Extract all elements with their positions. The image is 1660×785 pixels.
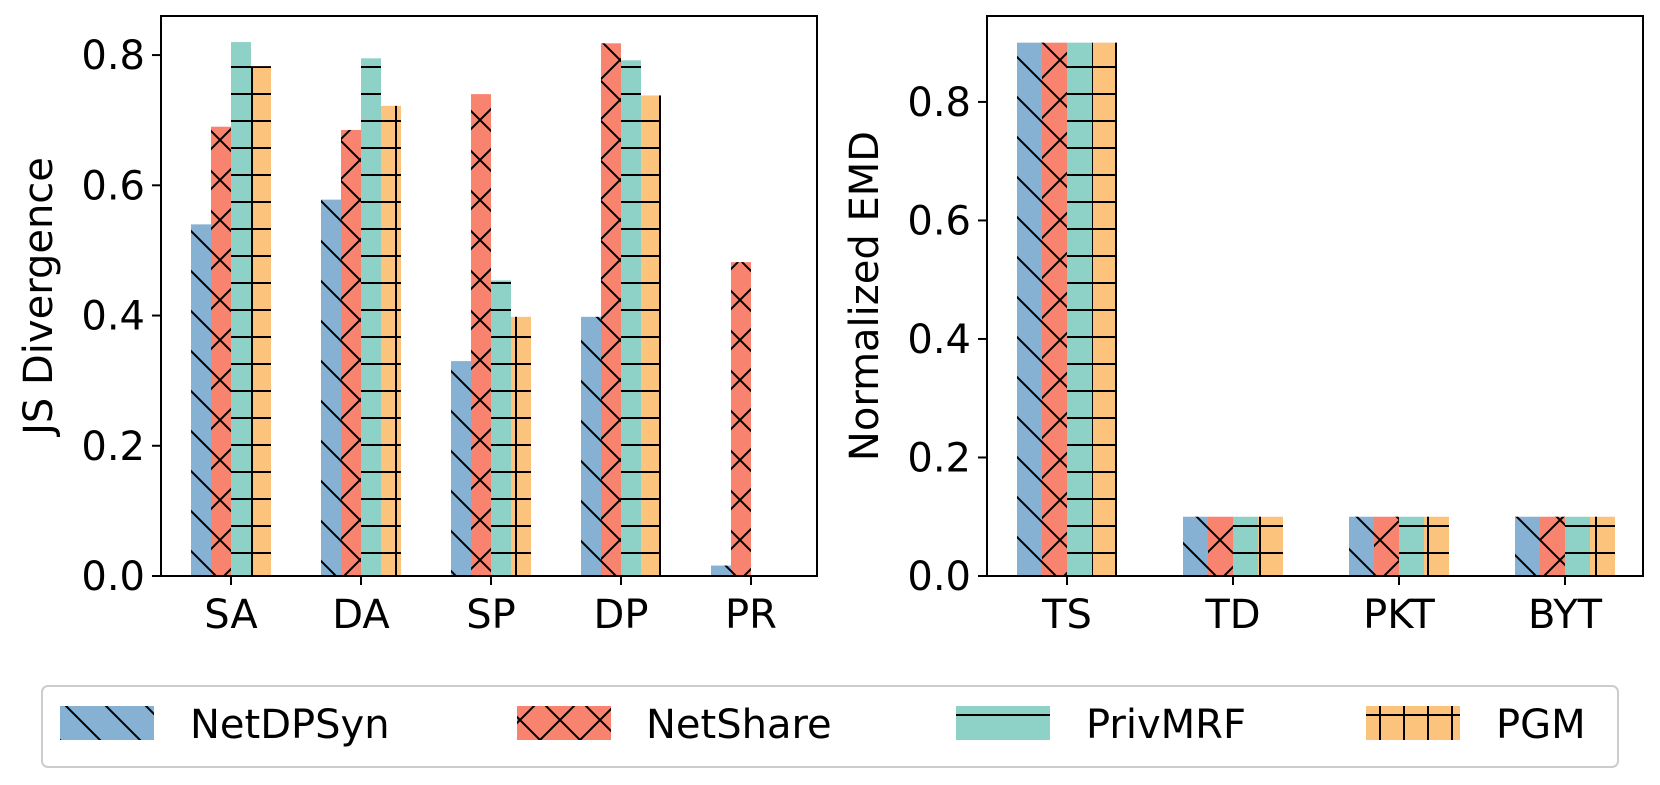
js-divergence-bar-da-netdpsyn-hatch — [321, 199, 341, 576]
normalized-emd-x-axis: TS TD PKT BYT — [1041, 576, 1603, 638]
js-divergence-y-tick-label-3: 0.6 — [81, 163, 145, 209]
js-divergence-bar-dp-privmrf-hatch — [621, 60, 641, 577]
legend: NetDPSyn NetShare PrivMRF PGM — [41, 685, 1619, 768]
normalized-emd-y-tick-label-2: 0.4 — [907, 317, 971, 363]
legend-swatch-pgm-hatch — [1366, 706, 1460, 740]
legend-swatch-netshare-hatch — [517, 706, 611, 740]
legend-frame — [41, 685, 1619, 768]
js-divergence-bar-sp-netdpsyn-hatch — [451, 361, 471, 576]
js-divergence-bar-sa-pgm-hatch — [251, 66, 271, 577]
js-divergence-y-axis-title: JS Divergence — [16, 157, 62, 438]
legend-label-netdpsyn: NetDPSyn — [190, 702, 390, 748]
normalized-emd-bar-byt-netdpsyn-hatch — [1515, 516, 1540, 576]
js-divergence-bar-da-pgm-hatch — [381, 105, 401, 576]
js-divergence-y-tick-label-4: 0.8 — [81, 33, 145, 79]
js-divergence-bar-sp-netshare-hatch — [471, 94, 491, 577]
normalized-emd-bar-pkt-pgm-hatch — [1424, 516, 1449, 576]
js-divergence-bar-pr-netdpsyn-hatch — [711, 565, 731, 576]
js-divergence-x-tick-label-sp: SP — [466, 592, 516, 638]
normalized-emd-y-tick-label-1: 0.2 — [907, 435, 971, 481]
js-divergence-y-axis: 0.0 0.2 0.4 0.6 0.8 — [81, 33, 161, 600]
normalized-emd-bar-ts-netshare-hatch — [1042, 42, 1067, 576]
normalized-emd-bar-byt-privmrf-hatch — [1565, 516, 1590, 576]
js-divergence-bar-sa-netshare-hatch — [211, 126, 231, 576]
js-divergence-x-tick-label-pr: PR — [725, 592, 777, 638]
js-divergence-x-axis: SA DA SP DP PR — [204, 576, 777, 638]
normalized-emd-x-tick-label-byt: BYT — [1528, 592, 1603, 638]
normalized-emd-bar-td-privmrf-hatch — [1233, 516, 1258, 576]
js-divergence-bar-sp-privmrf-hatch — [491, 280, 511, 576]
js-divergence-bar-sa-privmrf-hatch — [231, 42, 251, 577]
normalized-emd-bar-ts-privmrf-hatch — [1067, 42, 1092, 576]
normalized-emd-y-tick-label-0: 0.0 — [907, 554, 971, 600]
normalized-emd-bar-pkt-privmrf-hatch — [1399, 516, 1424, 576]
normalized-emd-x-tick-label-ts: TS — [1041, 592, 1092, 638]
legend-swatch-privmrf-hatch — [956, 706, 1050, 740]
normalized-emd-bar-byt-netshare-hatch — [1540, 516, 1565, 576]
js-divergence-bar-pr-netshare-hatch — [731, 262, 751, 576]
js-divergence-bar-da-privmrf-hatch — [361, 58, 381, 577]
js-divergence-x-tick-label-da: DA — [332, 592, 390, 638]
js-divergence-y-tick-label-0: 0.0 — [81, 554, 145, 600]
normalized-emd-bar-pkt-netshare-hatch — [1374, 516, 1399, 576]
js-divergence-chart: 0.0 0.2 0.4 0.6 0.8 SA DA SP DP PR JS Divergence — [16, 15, 818, 638]
normalized-emd-chart: 0.0 0.2 0.4 0.6 0.8 TS TD PKT BYT Normalized EM… — [842, 15, 1644, 638]
normalized-emd-bar-ts-netdpsyn-hatch — [1017, 42, 1042, 576]
js-divergence-plot-frame — [160, 15, 818, 577]
js-divergence-bar-dp-netshare-hatch — [601, 43, 621, 577]
normalized-emd-bar-td-pgm-hatch — [1258, 516, 1283, 576]
normalized-emd-x-tick-label-pkt: PKT — [1363, 592, 1435, 638]
normalized-emd-y-tick-label-4: 0.8 — [907, 80, 971, 126]
normalized-emd-bar-ts-pgm-hatch — [1092, 42, 1117, 576]
js-divergence-bar-sp-pgm-hatch — [511, 316, 531, 576]
normalized-emd-y-axis-title: Normalized EMD — [842, 131, 888, 461]
js-divergence-bar-sa-netdpsyn-hatch — [191, 224, 211, 577]
js-divergence-y-tick-label-2: 0.4 — [81, 294, 145, 340]
js-divergence-bar-da-netshare-hatch — [341, 129, 361, 576]
normalized-emd-bars — [1017, 42, 1615, 576]
normalized-emd-bar-td-netshare-hatch — [1208, 516, 1233, 576]
js-divergence-x-tick-label-dp: DP — [594, 592, 649, 638]
js-divergence-y-tick-label-1: 0.2 — [81, 424, 145, 470]
legend-label-netshare: NetShare — [646, 702, 832, 748]
normalized-emd-x-tick-label-td: TD — [1204, 592, 1260, 638]
legend-label-privmrf: PrivMRF — [1086, 702, 1246, 748]
normalized-emd-plot-frame — [986, 15, 1644, 577]
legend-swatch-netdpsyn-hatch — [60, 706, 154, 740]
normalized-emd-y-tick-label-3: 0.6 — [907, 198, 971, 244]
js-divergence-bar-dp-pgm-hatch — [641, 95, 661, 576]
normalized-emd-bar-byt-pgm-hatch — [1590, 516, 1615, 576]
normalized-emd-bar-pkt-netdpsyn-hatch — [1349, 516, 1374, 576]
js-divergence-x-tick-label-sa: SA — [204, 592, 258, 638]
js-divergence-bar-dp-netdpsyn-hatch — [581, 316, 601, 576]
normalized-emd-bar-td-netdpsyn-hatch — [1183, 516, 1208, 576]
js-divergence-bars — [191, 42, 751, 577]
legend-label-pgm: PGM — [1496, 702, 1586, 748]
normalized-emd-y-axis: 0.0 0.2 0.4 0.6 0.8 — [907, 80, 987, 600]
